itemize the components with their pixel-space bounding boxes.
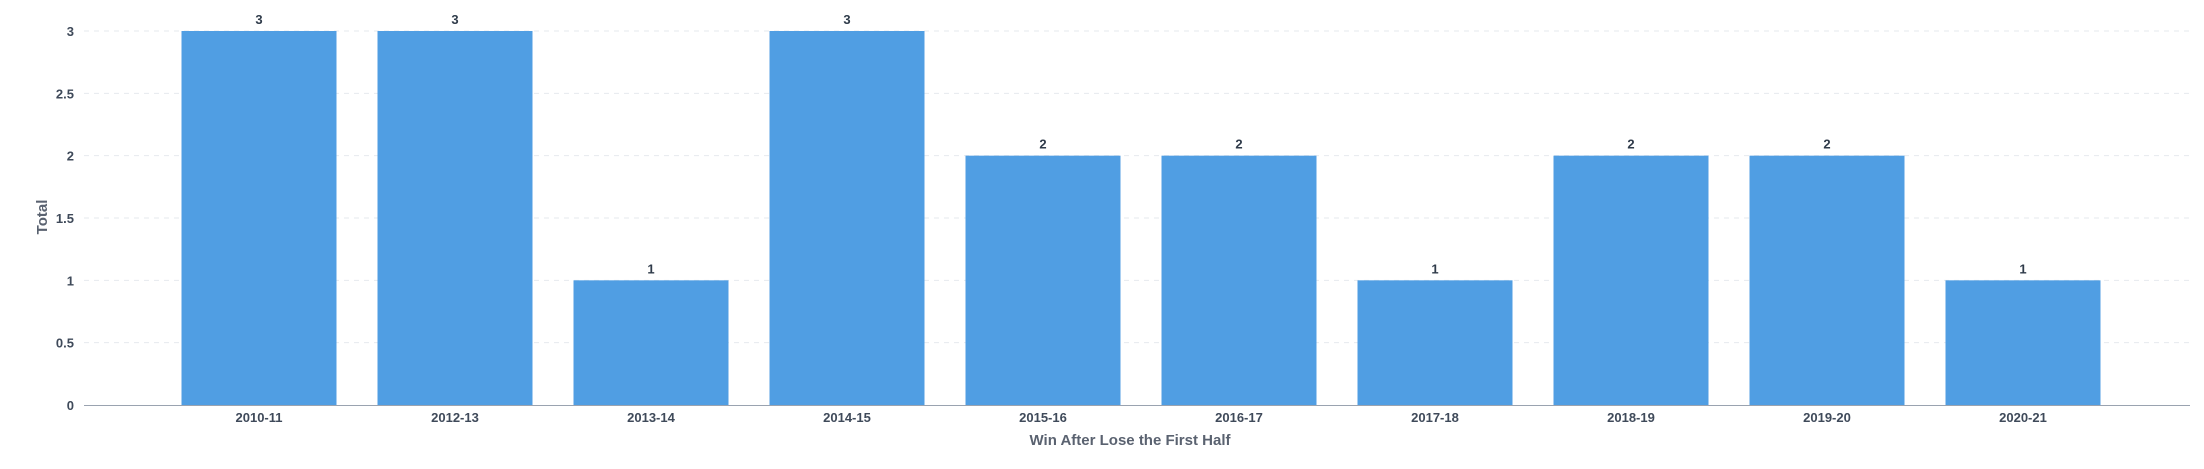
y-tick-label: 2 [67, 149, 74, 164]
x-tick-labels: 2010-11 2012-13 2013-14 2014-15 2015-16 2016-… [236, 410, 2047, 425]
x-tick-label: 2016-17 [1215, 410, 1263, 425]
x-tick-label: 2019-20 [1803, 410, 1851, 425]
bar-value-label: 1 [647, 261, 654, 276]
bar[interactable] [1749, 155, 1905, 405]
bar-value-label: 3 [451, 12, 458, 27]
x-tick-label: 2018-19 [1607, 410, 1655, 425]
data-labels: 3 3 1 3 2 2 1 2 2 1 [255, 12, 2026, 276]
x-tick-label: 2020-21 [1999, 410, 2047, 425]
bar[interactable] [1553, 155, 1709, 405]
y-tick-label: 2.5 [56, 86, 74, 101]
bar[interactable] [1357, 280, 1513, 405]
y-tick-label: 0 [67, 398, 74, 413]
x-tick-label: 2013-14 [627, 410, 675, 425]
bar[interactable] [181, 31, 337, 405]
bar[interactable] [769, 31, 925, 405]
y-tick-label: 1 [67, 273, 74, 288]
bar[interactable] [1945, 280, 2101, 405]
bar[interactable] [965, 155, 1121, 405]
bar-value-label: 2 [1235, 137, 1242, 152]
bar-value-label: 1 [2019, 261, 2026, 276]
bar[interactable] [377, 31, 533, 405]
x-tick-label: 2014-15 [823, 410, 871, 425]
x-tick-label: 2017-18 [1411, 410, 1459, 425]
y-tick-label: 0.5 [56, 336, 74, 351]
y-tick-label: 1.5 [56, 211, 74, 226]
bar[interactable] [573, 280, 729, 405]
bar-value-label: 2 [1627, 137, 1634, 152]
bars [181, 31, 2101, 405]
y-tick-labels: 0 0.5 1 1.5 2 2.5 3 [56, 24, 74, 413]
x-tick-label: 2012-13 [431, 410, 479, 425]
bar-value-label: 1 [1431, 261, 1438, 276]
x-tick-label: 2010-11 [236, 410, 283, 425]
bar-value-label: 3 [255, 12, 262, 27]
x-axis-title: Win After Lose the First Half [1030, 432, 1232, 449]
bar-value-label: 2 [1039, 137, 1046, 152]
bar[interactable] [1161, 155, 1317, 405]
bar-value-label: 3 [843, 12, 850, 27]
y-tick-label: 3 [67, 24, 74, 39]
y-axis-title: Total [34, 200, 51, 235]
bar-value-label: 2 [1823, 137, 1830, 152]
x-tick-label: 2015-16 [1019, 410, 1067, 425]
